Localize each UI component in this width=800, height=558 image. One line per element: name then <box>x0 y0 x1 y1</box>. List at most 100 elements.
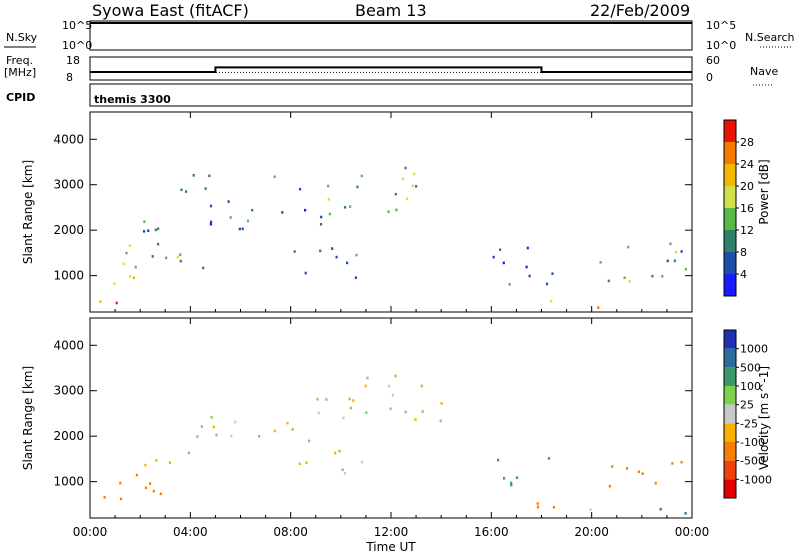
data-cell <box>420 384 423 388</box>
data-cell <box>202 266 205 270</box>
x-tick-label: 16:00 <box>474 525 509 539</box>
data-cell <box>626 467 629 470</box>
data-cell <box>179 259 182 263</box>
beam-title: Beam 13 <box>355 1 427 20</box>
data-cell <box>212 425 215 429</box>
data-cell <box>165 256 168 260</box>
data-cell <box>404 410 407 414</box>
velocity-y-axis: 1000 2000 3000 4000 <box>53 338 692 489</box>
data-cell <box>355 253 358 257</box>
data-cell <box>528 274 531 278</box>
nave-label: Nave <box>750 65 778 78</box>
data-cell <box>348 397 351 401</box>
data-cell <box>364 384 367 388</box>
data-cell <box>497 458 500 462</box>
data-cell <box>241 227 244 231</box>
data-cell <box>293 250 296 253</box>
data-cell <box>200 425 203 428</box>
data-cell <box>669 242 672 246</box>
cpid-label: CPID <box>6 91 35 104</box>
colorbar-swatch <box>724 252 736 274</box>
data-cell <box>151 255 154 258</box>
data-cell <box>343 206 347 209</box>
y-tick-label: 3000 <box>53 384 84 398</box>
data-cell <box>405 197 409 201</box>
colorbar-tick-label: 4 <box>740 268 747 281</box>
x-tick-label: 12:00 <box>374 525 409 539</box>
data-cell <box>246 219 250 223</box>
data-cell <box>508 283 511 286</box>
data-cell <box>684 267 687 271</box>
nave-tick-bottom: 0 <box>706 71 713 84</box>
power-ylabel: Slant Range [km] <box>21 160 35 264</box>
nsky-label: N.Sky <box>6 31 38 44</box>
data-cell <box>128 275 131 278</box>
data-cell <box>134 265 137 269</box>
colorbar-swatch <box>724 442 736 461</box>
data-cell <box>316 397 319 401</box>
colorbar-tick-label: 1000 <box>740 343 768 356</box>
colorbar-swatch <box>724 404 736 424</box>
y-tick-label: 2000 <box>53 429 84 443</box>
x-tick-label: 00:00 <box>73 525 108 539</box>
velocity-frame <box>89 317 693 519</box>
data-cell <box>135 473 138 477</box>
data-cell <box>404 166 407 170</box>
data-cell <box>115 301 118 305</box>
data-cell <box>103 496 106 499</box>
colorbar-swatch <box>724 164 736 186</box>
data-cell <box>349 205 352 208</box>
data-cell <box>503 477 506 480</box>
nsearch-tick-top: 10^5 <box>706 19 736 32</box>
colorbar-frame <box>723 329 737 499</box>
data-cell <box>394 374 397 378</box>
data-cell <box>352 399 355 402</box>
data-cell <box>387 384 391 388</box>
power-panel: 1000 2000 3000 4000 Slant Range [km] <box>21 111 693 313</box>
data-cell <box>180 188 183 192</box>
data-cell <box>144 486 147 490</box>
colorbar-tick-label: -1000 <box>740 473 772 486</box>
data-cell <box>230 434 233 438</box>
data-cell <box>525 265 528 269</box>
date-title: 22/Feb/2009 <box>590 1 690 20</box>
data-cell <box>187 451 190 455</box>
data-cell <box>304 208 307 212</box>
data-cell <box>366 376 369 380</box>
x-tick-label: 20:00 <box>574 525 609 539</box>
data-cell <box>402 177 405 181</box>
data-cell <box>319 223 323 226</box>
data-cell <box>680 250 683 253</box>
data-cell <box>684 512 687 515</box>
data-cell <box>149 482 152 485</box>
data-cell <box>671 462 674 465</box>
data-cell <box>251 208 254 212</box>
data-cell <box>168 461 171 464</box>
data-cell <box>120 497 123 501</box>
velocity-data-layer <box>103 374 687 515</box>
data-cell <box>550 299 553 303</box>
colorbar-swatch <box>724 230 736 252</box>
data-cell <box>675 250 678 254</box>
data-cell <box>552 506 555 509</box>
data-cell <box>641 472 644 475</box>
data-cell <box>204 187 207 190</box>
colorbar-swatch <box>724 186 736 208</box>
data-cell <box>343 472 347 475</box>
data-cell <box>413 172 416 176</box>
data-cell <box>651 274 654 278</box>
freq-unit-label: [MHz] <box>4 66 36 79</box>
data-cell <box>411 184 414 188</box>
data-cell <box>304 271 307 275</box>
data-cell <box>391 394 394 397</box>
freq-tick-top: 18 <box>66 54 80 67</box>
velocity-colorbar: 1000 500 100 25 -25 -100 -500 -1000 <box>723 329 772 499</box>
data-cell <box>414 418 417 421</box>
colorbar-swatch <box>724 120 736 142</box>
data-cell <box>360 174 363 178</box>
data-cell <box>229 216 232 219</box>
data-cell <box>536 502 539 505</box>
data-cell <box>627 245 630 249</box>
colorbar-swatch <box>724 386 736 405</box>
freq-series-line <box>90 66 692 73</box>
